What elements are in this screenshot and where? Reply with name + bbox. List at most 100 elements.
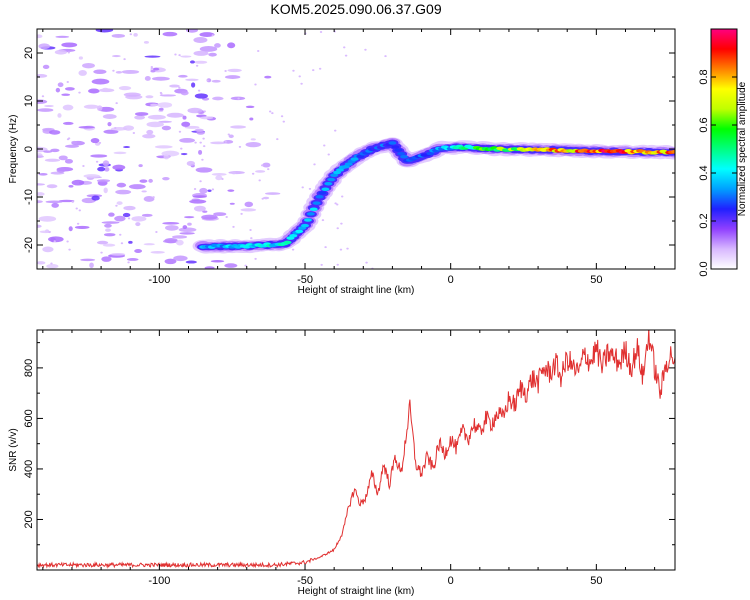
noise-dot xyxy=(257,50,260,53)
noise-speckle xyxy=(178,74,188,78)
noise-speckle xyxy=(90,137,100,144)
noise-speckle xyxy=(83,174,101,178)
colorbar-label: Normalized spectral amplitude xyxy=(737,81,748,216)
noise-speckle xyxy=(141,213,153,217)
noise-dot xyxy=(250,237,253,240)
noise-speckle xyxy=(97,166,106,172)
noise-dot xyxy=(211,34,214,37)
noise-speckle xyxy=(175,239,184,246)
ridge-blob xyxy=(397,151,406,156)
noise-speckle xyxy=(182,115,187,120)
noise-dot xyxy=(75,207,78,210)
noise-speckle xyxy=(227,189,235,192)
y-tick-label: 400 xyxy=(23,460,35,478)
noise-dot xyxy=(67,137,71,140)
noise-speckle xyxy=(173,255,188,262)
noise-speckle xyxy=(157,102,173,108)
noise-speckle xyxy=(187,107,203,114)
noise-speckle xyxy=(143,196,155,202)
ridge-blob xyxy=(295,229,304,234)
noise-speckle xyxy=(180,55,192,58)
noise-speckle xyxy=(62,121,74,125)
chart-title: KOM5.2025.090.06.37.G09 xyxy=(270,1,441,17)
y-tick-label: 800 xyxy=(23,359,35,377)
noise-dot xyxy=(260,164,264,167)
noise-speckle xyxy=(48,236,64,243)
noise-dot xyxy=(78,91,81,94)
noise-speckle xyxy=(44,158,61,162)
noise-dot xyxy=(336,203,339,206)
y-tick-label: 0 xyxy=(23,146,35,152)
ridge-blob xyxy=(671,149,675,154)
noise-dot xyxy=(48,231,51,234)
noise-speckle xyxy=(249,117,254,121)
noise-dot xyxy=(67,51,70,54)
noise-speckle xyxy=(46,184,58,189)
ridge-blob xyxy=(321,187,330,192)
noise-speckle xyxy=(37,108,54,112)
noise-speckle xyxy=(121,69,140,74)
noise-dot xyxy=(41,95,45,98)
noise-speckle xyxy=(161,150,180,157)
noise-speckle xyxy=(250,138,256,141)
noise-speckle xyxy=(123,146,131,149)
noise-dot xyxy=(199,141,202,144)
noise-speckle xyxy=(215,175,223,181)
noise-speckle xyxy=(114,215,126,222)
noise-speckle xyxy=(101,221,120,224)
noise-speckle xyxy=(208,52,217,57)
colorbar-frame xyxy=(710,28,738,270)
y-axis-label: SNR (v/v) xyxy=(8,428,19,471)
noise-speckle xyxy=(105,228,111,232)
noise-dot xyxy=(203,110,206,113)
noise-dot xyxy=(68,248,71,251)
noise-speckle xyxy=(245,142,262,148)
noise-speckle xyxy=(147,114,166,120)
ridge-blob xyxy=(301,223,310,228)
noise-speckle xyxy=(185,260,197,264)
noise-speckle xyxy=(83,104,99,109)
noise-speckle xyxy=(192,195,207,199)
noise-speckle xyxy=(193,50,209,56)
noise-speckle xyxy=(240,208,257,212)
ridge-blob xyxy=(426,151,435,156)
y-tick-label: 600 xyxy=(23,409,35,427)
noise-speckle xyxy=(164,237,178,244)
noise-speckle xyxy=(113,151,127,155)
noise-speckle xyxy=(93,69,107,75)
noise-speckle xyxy=(194,128,204,132)
ridge-blob xyxy=(335,168,344,172)
noise-speckle xyxy=(44,104,54,108)
noise-speckle xyxy=(90,154,108,158)
noise-speckle xyxy=(228,134,234,139)
noise-speckle xyxy=(144,75,151,81)
noise-dot xyxy=(276,138,279,141)
ridge-blob xyxy=(289,233,298,238)
noise-speckle xyxy=(179,232,195,235)
noise-speckle xyxy=(111,33,126,38)
ridge-blob xyxy=(330,173,339,177)
ridge-blob xyxy=(391,145,400,149)
noise-speckle xyxy=(123,205,136,211)
noise-speckle xyxy=(139,179,148,183)
noise-dot xyxy=(267,168,270,171)
x-tick-label: -50 xyxy=(297,575,313,587)
noise-speckle xyxy=(180,90,189,96)
noise-speckle xyxy=(229,202,235,205)
noise-speckle xyxy=(104,223,112,228)
noise-speckle xyxy=(45,200,63,204)
ridge-blob xyxy=(324,182,333,186)
noise-dot xyxy=(50,262,53,265)
noise-speckle xyxy=(231,171,236,175)
noise-dot xyxy=(323,144,326,147)
noise-speckle xyxy=(102,87,109,91)
noise-speckle xyxy=(195,167,213,173)
noise-speckle xyxy=(78,125,95,129)
noise-speckle xyxy=(214,43,221,48)
noise-speckle xyxy=(134,112,149,116)
noise-speckle xyxy=(46,264,59,269)
noise-speckle xyxy=(116,182,127,188)
ridge-blob xyxy=(388,141,397,145)
noise-speckle xyxy=(103,129,119,134)
noise-speckle xyxy=(116,201,123,205)
